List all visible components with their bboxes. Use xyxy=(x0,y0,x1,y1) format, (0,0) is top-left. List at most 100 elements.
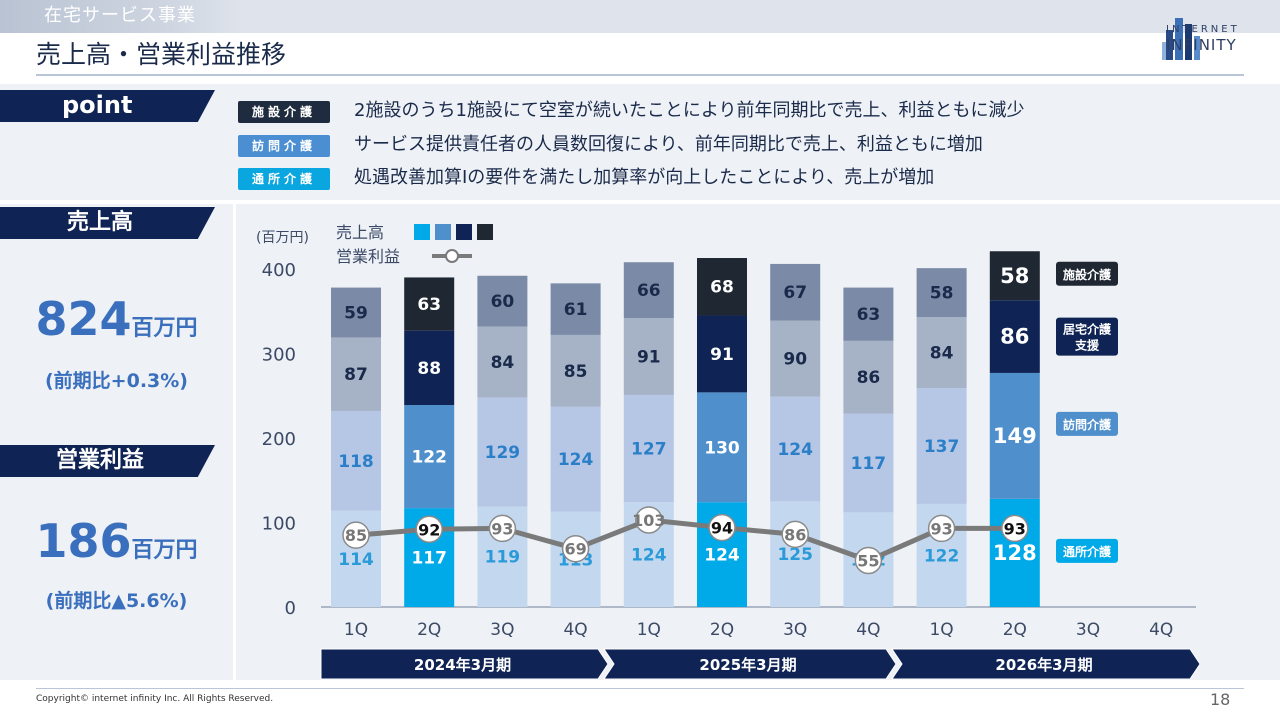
bar-value-label: 124 xyxy=(777,440,813,460)
bar-value-label: 58 xyxy=(1000,264,1029,288)
legend-sales-swatch xyxy=(435,224,451,240)
point-text-shisetsu: 2施設のうち1施設にて空室が続いたことにより前年同期比で売上、利益ともに減少 xyxy=(354,100,1025,121)
period-bar xyxy=(320,648,609,680)
bar-value-label: 88 xyxy=(417,359,441,379)
y-tick-label: 300 xyxy=(262,345,296,366)
bar-segment xyxy=(331,287,381,338)
profit-number: 186 xyxy=(35,514,132,568)
bar-value-label: 84 xyxy=(491,353,515,373)
x-tick-label: 3Q xyxy=(783,620,807,640)
series-label-box xyxy=(1056,261,1118,286)
sales-value: 824百万円 xyxy=(0,292,233,346)
bar-value-label: 85 xyxy=(564,362,588,382)
bar-segment xyxy=(843,340,894,414)
series-label-box xyxy=(1056,538,1118,563)
bar-value-label: 124 xyxy=(631,546,667,566)
profit-point xyxy=(927,514,956,543)
bar-segment xyxy=(331,337,381,411)
logo-text-line2: INFINITY xyxy=(1166,36,1237,54)
bar-value-label: 61 xyxy=(564,300,588,320)
x-tick-label: 4Q xyxy=(563,620,587,640)
bar-segment xyxy=(989,300,1040,373)
logo-text-line1: INTERNET xyxy=(1166,24,1240,35)
page-number: 18 xyxy=(1210,690,1231,709)
profit-value-label: 69 xyxy=(564,540,586,559)
x-tick-label: 4Q xyxy=(856,620,880,640)
profit-change: (前期比▲5.6%) xyxy=(45,590,188,612)
bar-value-label: 63 xyxy=(417,295,441,315)
profit-point xyxy=(488,514,517,543)
period-label: 2024年3月期 xyxy=(414,656,511,674)
profit-value-label: 86 xyxy=(784,525,806,544)
profit-point xyxy=(342,521,370,549)
bar-value-label: 137 xyxy=(924,437,960,457)
bar-segment xyxy=(404,277,455,331)
series-label-box xyxy=(1056,411,1118,436)
profit-point xyxy=(854,546,883,575)
x-tick-label: 4Q xyxy=(1149,620,1173,640)
bar-segment xyxy=(550,283,601,335)
bar-value-label: 119 xyxy=(485,548,521,568)
sales-change: (前期比+0.3%) xyxy=(45,370,188,392)
period-label: 2025年3月期 xyxy=(699,656,796,674)
y-tick-label: 100 xyxy=(262,514,296,535)
sales-number: 824 xyxy=(35,292,132,346)
company-logo-icon xyxy=(1162,18,1200,60)
legend-sales-swatch xyxy=(414,224,430,240)
bar-segment xyxy=(989,372,1040,499)
bar-value-label: 87 xyxy=(344,365,368,385)
profit-line xyxy=(355,517,1015,564)
bar-segment xyxy=(550,406,601,512)
bar-value-label: 86 xyxy=(1000,325,1029,349)
bar-segment xyxy=(404,330,455,406)
bar-segment xyxy=(331,410,381,511)
legend-sales-label: 売上高 xyxy=(336,223,384,242)
point-tag-tsusho: 通所介護 xyxy=(238,168,330,190)
y-tick-label: 0 xyxy=(285,598,296,619)
profit-point xyxy=(781,520,809,549)
bar-segment xyxy=(770,501,821,607)
period-bar xyxy=(603,648,897,680)
point-text-houmon: サービス提供責任者の人員数回復により、前年同期比で売上、利益ともに増加 xyxy=(354,134,983,155)
bar-segment xyxy=(623,262,674,319)
bar-value-label: 127 xyxy=(631,440,667,460)
bar-segment xyxy=(550,334,601,407)
y-tick-label: 200 xyxy=(262,429,296,450)
point-tag xyxy=(0,90,215,122)
bar-segment xyxy=(697,258,747,316)
copyright: Copyright© internet infinity Inc. All Ri… xyxy=(36,694,274,704)
bar-segment xyxy=(989,251,1040,301)
x-tick-label: 2Q xyxy=(417,620,441,640)
profit-value-label: 93 xyxy=(1004,519,1026,538)
bar-value-label: 68 xyxy=(710,278,734,298)
series-label-box xyxy=(1056,317,1118,356)
kpi-panel xyxy=(0,204,233,680)
x-tick-label: 2Q xyxy=(710,620,734,640)
bar-segment xyxy=(404,405,455,509)
bar-segment xyxy=(623,318,674,395)
bar-segment xyxy=(623,394,674,503)
bar-segment xyxy=(697,315,747,393)
profit-value-label: 103 xyxy=(632,511,665,530)
profit-value-label: 93 xyxy=(930,519,952,538)
bar-segment xyxy=(916,317,967,389)
legend-profit-marker xyxy=(445,249,459,263)
sales-unit: 百万円 xyxy=(131,316,198,341)
legend-sales-swatch xyxy=(477,224,493,240)
bar-value-label: 118 xyxy=(338,452,374,472)
profit-value-label: 55 xyxy=(857,552,879,571)
x-tick-label: 1Q xyxy=(637,620,661,640)
bar-segment xyxy=(770,263,821,321)
bar-value-label: 122 xyxy=(411,448,447,468)
series-label: 居宅介護 xyxy=(1063,322,1112,337)
bar-segment xyxy=(843,287,894,341)
bar-segment xyxy=(770,320,821,397)
bar-segment xyxy=(477,397,528,507)
bar-value-label: 86 xyxy=(857,368,881,388)
x-tick-label: 1Q xyxy=(344,620,368,640)
bar-value-label: 66 xyxy=(637,281,661,301)
point-panel xyxy=(0,84,1280,200)
title-divider xyxy=(36,74,1244,76)
profit-label: 営業利益 xyxy=(55,448,144,473)
bar-value-label: 129 xyxy=(485,443,521,463)
